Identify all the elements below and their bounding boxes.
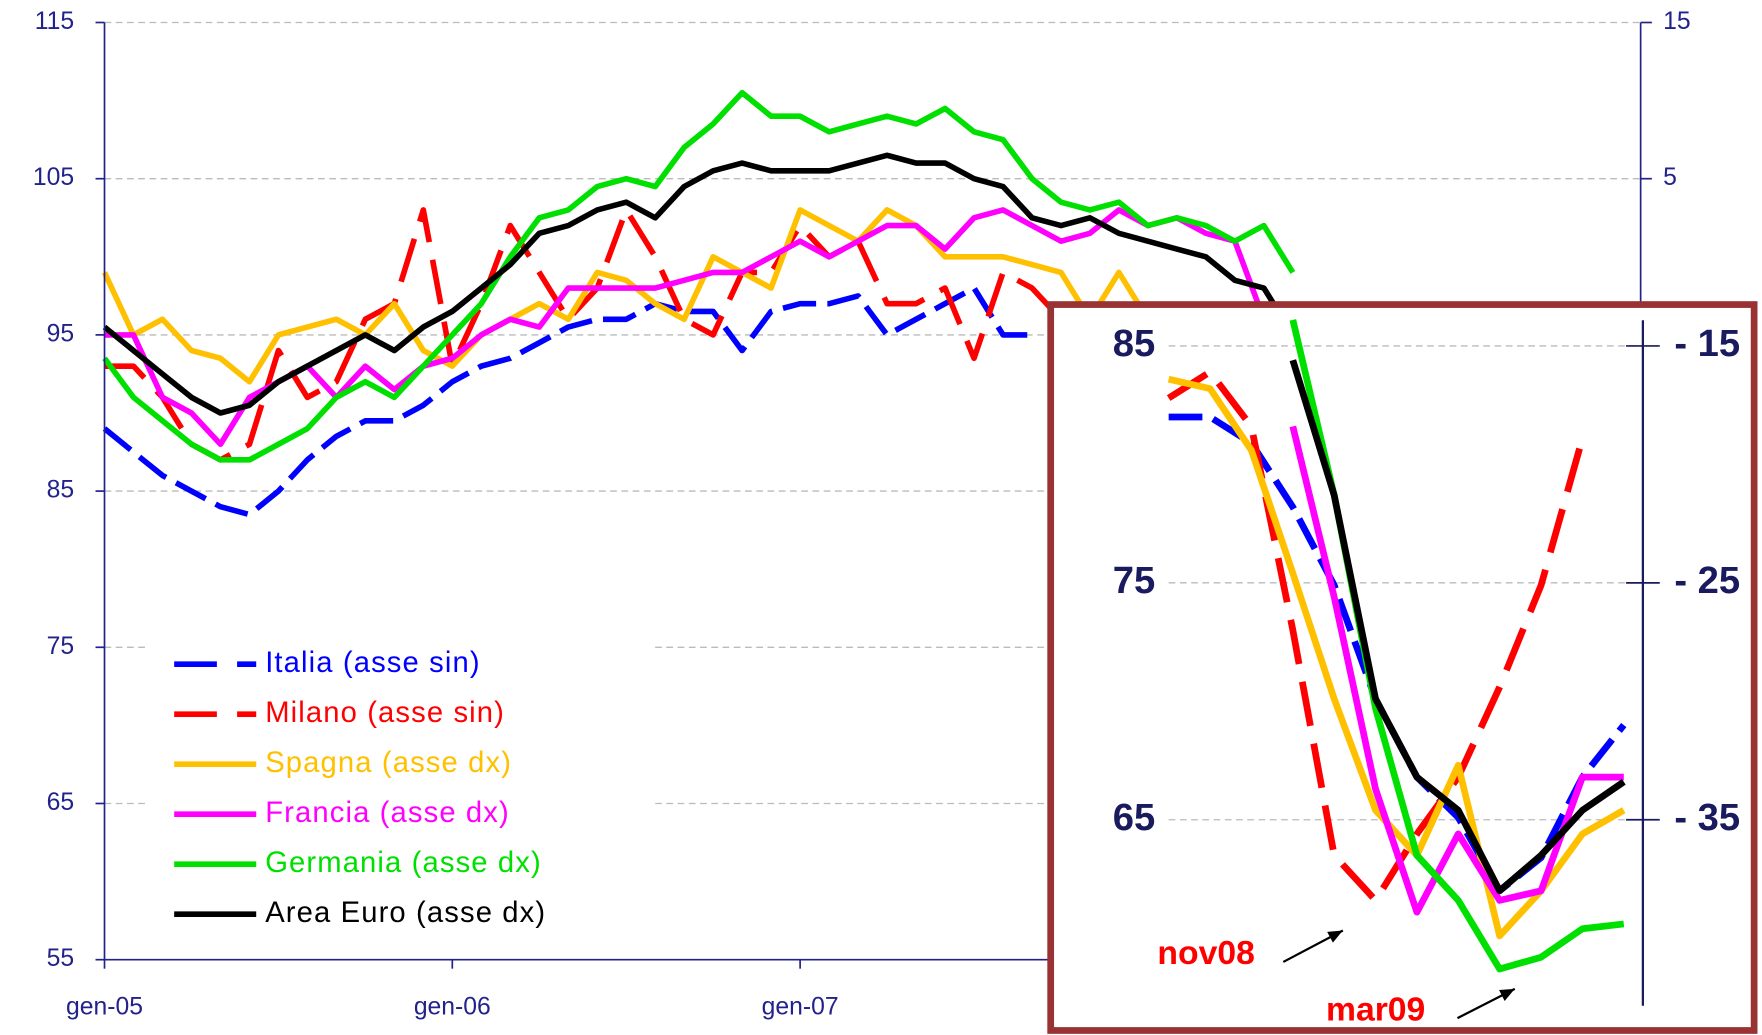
legend-label: Area Euro (asse dx)	[265, 897, 546, 929]
series-line	[102, 285, 1033, 518]
y-tick-label: 75	[47, 633, 74, 660]
y2-tick-label: 5	[1663, 164, 1677, 191]
legend-label: Francia (asse dx)	[265, 797, 510, 829]
annotation: nov08	[1157, 934, 1254, 972]
series-line	[102, 89, 1296, 463]
y-tick-label: 115	[35, 8, 74, 35]
series-line	[102, 152, 1296, 416]
y2-tick-label: 15	[1663, 8, 1690, 35]
y-tick-label: 55	[47, 945, 74, 972]
y-tick-label: 95	[47, 320, 74, 347]
series-line	[1289, 425, 1624, 916]
y-tick-label: 105	[33, 164, 74, 191]
legend-label: Germania (asse dx)	[265, 847, 542, 879]
arrow-head	[1499, 988, 1515, 1001]
y-tick-label: 85	[1113, 322, 1155, 365]
series-line	[1166, 368, 1586, 904]
legend-label: Milano (asse sin)	[265, 697, 505, 729]
y-tick-label: 65	[47, 789, 74, 816]
x-tick-label: gen-07	[762, 994, 839, 1021]
legend-label: Spagna (asse dx)	[265, 747, 512, 779]
y2-tick-label: - 15	[1674, 322, 1740, 365]
y-tick-label: 65	[1113, 796, 1155, 839]
y-tick-label: 75	[1113, 559, 1155, 602]
annotation: mar09	[1326, 990, 1425, 1028]
legend-background	[146, 634, 652, 939]
series-line	[101, 207, 1151, 385]
inset-frame	[1047, 301, 1758, 1034]
arrow-head	[1327, 930, 1343, 943]
y2-tick-label: - 25	[1674, 559, 1740, 602]
legend-label: Italia (asse sin)	[265, 647, 480, 679]
y2-tick-label: - 35	[1674, 796, 1740, 839]
x-tick-label: gen-06	[414, 994, 491, 1021]
series-line	[1289, 359, 1626, 895]
y-tick-label: 85	[47, 477, 74, 504]
x-tick-label: gen-05	[66, 994, 143, 1021]
